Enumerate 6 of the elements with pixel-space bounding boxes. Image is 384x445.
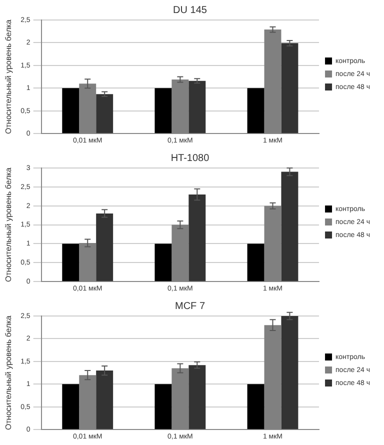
chart-title: HT-1080	[170, 152, 210, 164]
chart-title: DU 145	[173, 4, 208, 16]
chart-title: MCF 7	[175, 300, 206, 312]
y-axis-title: Относительный уровень белка	[4, 315, 14, 430]
y-axis-title: Относительный уровень белка	[4, 167, 14, 282]
y-axis-title: Относительный уровень белка	[4, 19, 14, 134]
